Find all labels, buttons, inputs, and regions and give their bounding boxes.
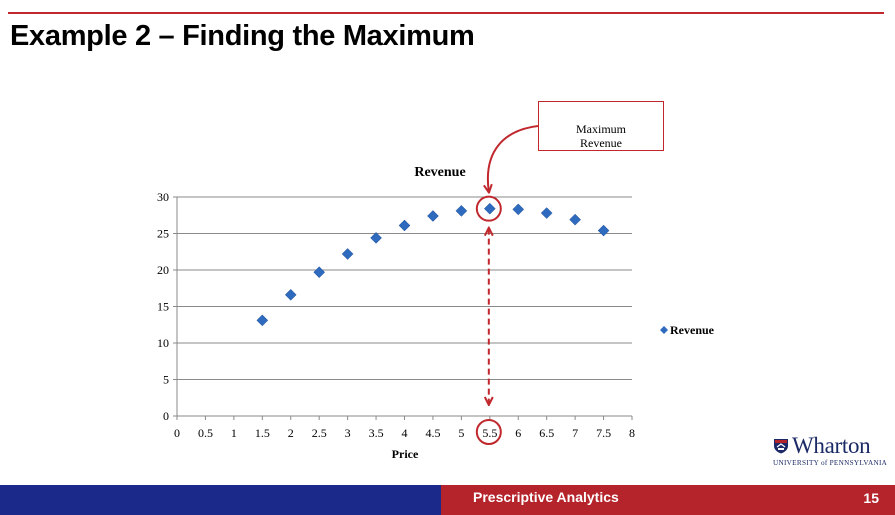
x-tick-label: 2.5 [312,426,327,440]
x-tick-label: 6.5 [539,426,554,440]
x-tick-label: 4 [402,426,408,440]
penn-shield-icon [774,439,788,454]
x-axis-label: Price [392,447,419,461]
y-tick-label: 10 [157,336,169,350]
data-point [540,207,553,219]
data-point [370,232,382,244]
x-tick-label: 2 [288,426,294,440]
data-point [427,210,439,222]
data-point [597,224,610,237]
y-tick-label: 15 [157,300,169,314]
data-point [512,203,525,216]
footer-label: Prescriptive Analytics [473,489,619,505]
slide-title: Example 2 – Finding the Maximum [10,20,475,52]
x-tick-label: 8 [629,426,635,440]
data-point [483,202,496,215]
x-tick-label: 1 [231,426,237,440]
y-tick-label: 25 [157,227,169,241]
data-point [284,288,297,301]
callout-line-1: Maximum [576,122,626,136]
top-rule [8,12,884,14]
legend-marker [660,326,668,334]
x-tick-label: 1.5 [255,426,270,440]
data-point [313,266,326,279]
callout-line-2: Revenue [580,136,622,150]
data-point [455,205,468,217]
chart-title: Revenue [414,165,465,180]
max-point-circle [475,195,502,222]
x-tick-label: 6 [515,426,521,440]
y-tick-label: 30 [157,190,169,204]
x-tick-label: 3 [345,426,351,440]
data-point [341,248,354,260]
x-tick-label: 0.5 [198,426,213,440]
footer-bar-right [441,485,895,515]
x-tick-label: 0 [174,426,180,440]
logo-subtitle: UNIVERSITY of PENNSYLVANIA [773,459,888,467]
wharton-logo: Wharton UNIVERSITY of PENNSYLVANIA [773,433,887,470]
x-tick-label: 5.5 [482,426,497,440]
logo-wordmark: Wharton [792,433,871,458]
max-price-circle [475,419,502,445]
y-tick-label: 0 [163,409,169,423]
data-point [569,213,581,226]
callout-arrow [488,125,539,192]
x-tick-label: 4.5 [425,426,440,440]
legend-label: Revenue [670,323,715,337]
x-tick-label: 5 [458,426,464,440]
maximum-revenue-callout: Maximum Revenue [538,101,664,151]
data-point [256,314,269,327]
x-tick-label: 7.5 [596,426,611,440]
x-tick-label: 3.5 [369,426,384,440]
page-number: 15 [863,490,879,506]
footer-bar-left [0,485,441,515]
y-tick-label: 20 [157,263,169,277]
y-tick-label: 5 [163,373,169,387]
x-tick-label: 7 [572,426,578,440]
data-point [398,219,411,232]
